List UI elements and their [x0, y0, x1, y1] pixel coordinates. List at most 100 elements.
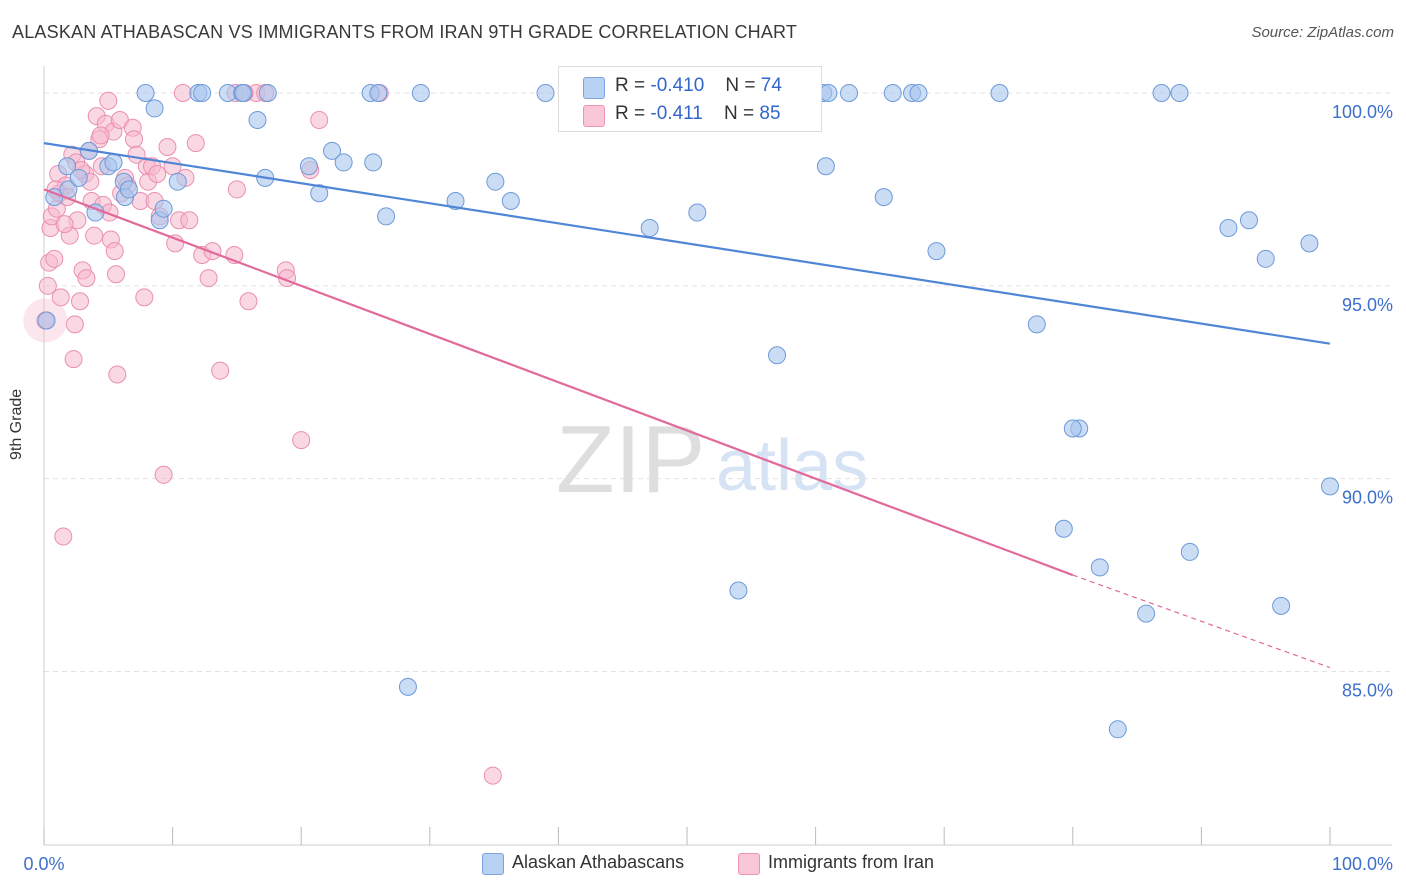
y-tick-label: 85.0% — [1342, 680, 1393, 700]
data-point-athabascan — [501, 191, 520, 210]
data-point-athabascan — [640, 218, 659, 237]
data-point-athabascan — [1027, 315, 1046, 334]
data-point-athabascan — [874, 188, 893, 207]
data-point-iran — [85, 226, 104, 245]
data-point-athabascan — [1090, 558, 1109, 577]
data-point-athabascan — [258, 83, 277, 102]
data-point-athabascan — [1239, 211, 1258, 230]
data-point-athabascan — [1180, 542, 1199, 561]
data-point-iran — [310, 110, 329, 129]
bottom-legend-label: Immigrants from Iran — [768, 852, 935, 872]
trend-line-iran-extension — [1072, 574, 1331, 669]
data-point-athabascan — [58, 157, 77, 176]
data-point-iran — [38, 276, 57, 295]
data-point-athabascan — [1108, 720, 1127, 739]
data-point-athabascan — [927, 242, 946, 261]
data-point-iran — [71, 292, 90, 311]
data-point-athabascan — [145, 99, 164, 118]
data-point-iran — [199, 269, 218, 288]
chart-title: ALASKAN ATHABASCAN VS IMMIGRANTS FROM IR… — [12, 22, 798, 42]
data-point-athabascan — [1137, 604, 1156, 623]
data-point-iran — [135, 288, 154, 307]
data-point-athabascan — [883, 83, 902, 102]
data-point-athabascan — [411, 83, 430, 102]
y-tick-label: 100.0% — [1332, 102, 1393, 122]
data-point-athabascan — [1063, 419, 1082, 438]
watermark-zip: ZIP — [556, 406, 705, 513]
data-point-iran — [45, 249, 64, 268]
data-point-athabascan — [323, 141, 342, 160]
data-point-iran — [154, 465, 173, 484]
data-point-iran — [227, 180, 246, 199]
data-point-athabascan — [168, 172, 187, 191]
data-point-iran — [203, 242, 222, 261]
data-point-athabascan — [1272, 596, 1291, 615]
data-point-iran — [292, 431, 311, 450]
watermark: ZIP atlas — [556, 406, 868, 513]
gridlines — [44, 92, 1392, 672]
legend-r-label: R = — [615, 103, 646, 124]
data-point-athabascan — [1256, 249, 1275, 268]
tick-labels: 85.0% 90.0% 95.0% 100.0% 0.0% 100.0% — [23, 102, 1393, 874]
data-point-athabascan — [446, 191, 465, 210]
data-point-athabascan — [1321, 477, 1339, 496]
data-point-athabascan — [310, 184, 329, 203]
axes — [43, 66, 1392, 846]
data-point-athabascan — [37, 311, 56, 330]
correlation-legend: R = -0.410 N = 74 R = -0.411 N = 85 — [558, 66, 822, 132]
data-point-iran — [108, 365, 127, 384]
data-point-athabascan — [536, 83, 555, 102]
legend-n-value: 85 — [759, 103, 781, 124]
data-point-iran — [107, 265, 126, 284]
data-point-iran — [54, 527, 73, 546]
data-point-iran — [125, 130, 144, 149]
data-point-iran — [148, 164, 167, 183]
data-point-athabascan — [688, 203, 707, 222]
data-point-athabascan — [154, 199, 173, 218]
legend-swatch-blue — [583, 77, 605, 99]
series-immigrants-from-iran — [23, 83, 502, 785]
legend-r-value: -0.410 — [650, 75, 705, 96]
data-point-athabascan — [768, 346, 787, 365]
data-point-iran — [64, 350, 83, 369]
legend-r-label: R = — [615, 75, 646, 96]
legend-n-value: 74 — [760, 75, 782, 96]
bottom-legend-swatch-pink — [738, 853, 760, 875]
data-point-iran — [65, 315, 84, 334]
data-point-iran — [483, 766, 502, 785]
y-tick-label: 95.0% — [1342, 295, 1393, 315]
legend-n-label: N = — [725, 75, 756, 96]
data-point-iran — [239, 292, 258, 311]
data-point-athabascan — [840, 83, 859, 102]
data-point-iran — [77, 269, 96, 288]
data-point-athabascan — [377, 207, 396, 226]
data-point-athabascan — [1054, 519, 1073, 538]
data-point-athabascan — [1219, 218, 1238, 237]
data-point-athabascan — [104, 153, 123, 172]
x-tick-label: 0.0% — [23, 854, 64, 874]
data-point-athabascan — [1170, 83, 1189, 102]
data-point-athabascan — [816, 157, 835, 176]
bottom-legend-label: Alaskan Athabascans — [512, 852, 685, 872]
source-label: Source: ZipAtlas.com — [1251, 24, 1394, 41]
data-point-iran — [55, 215, 74, 234]
data-point-athabascan — [136, 83, 155, 102]
trend-lines — [43, 142, 1331, 669]
data-point-iran — [105, 242, 124, 261]
data-point-athabascan — [334, 153, 353, 172]
data-point-iran — [211, 361, 230, 380]
data-point-athabascan — [1300, 234, 1319, 253]
trend-line-athabascan — [43, 142, 1331, 345]
data-point-iran — [186, 134, 205, 153]
data-point-athabascan — [248, 110, 267, 129]
trend-line-iran — [43, 188, 1074, 577]
watermark-atlas: atlas — [716, 426, 868, 506]
data-point-iran — [99, 91, 118, 110]
data-point-athabascan — [486, 172, 505, 191]
legend-n-label: N = — [723, 103, 755, 124]
data-point-athabascan — [909, 83, 928, 102]
data-point-athabascan — [69, 168, 88, 187]
data-point-iran — [173, 83, 192, 102]
data-point-athabascan — [364, 153, 383, 172]
